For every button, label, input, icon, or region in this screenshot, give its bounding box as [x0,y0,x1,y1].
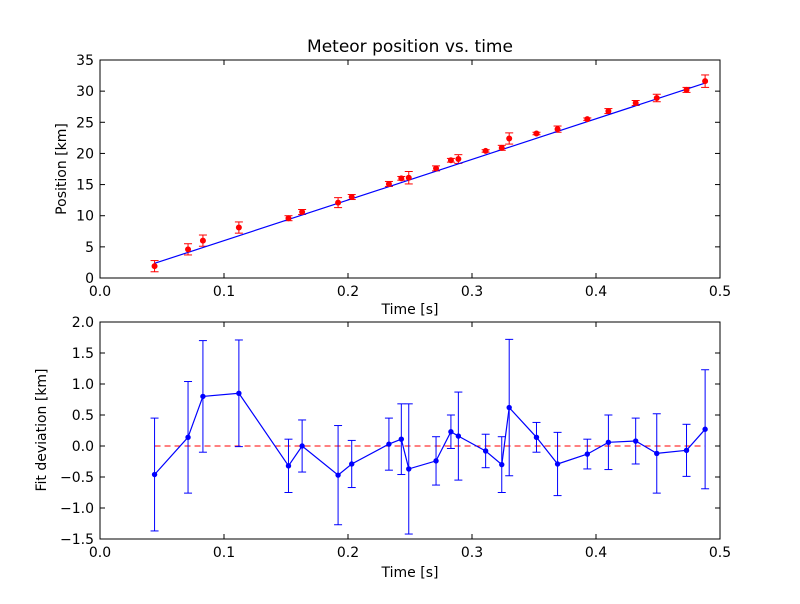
y-tick-label: 15 [76,178,94,194]
data-point [433,458,439,464]
x-tick-label: 0.5 [709,545,731,561]
plot-area: 0.0 0.1 0.2 0.3 0.4 0.5 0 5 10 15 20 25 30 35 [76,53,731,300]
y-tick-label: 20 [76,146,94,162]
data-point [498,144,505,151]
y-axis-label: Fit deviation [km] [34,368,50,491]
data-point [285,215,292,222]
y-tick-label: 2.0 [72,315,94,331]
y-tick-label: −0.5 [60,470,94,486]
data-point [335,472,341,478]
data-point [533,130,540,137]
x-axis-label: Time [s] [381,565,439,581]
data-point [236,390,242,396]
y-tick-label: 0.0 [72,439,94,455]
data-point [653,94,660,101]
data-point [448,429,454,435]
data-point [433,165,440,172]
y-tick-label: 35 [76,53,94,69]
plot-area: 0.0 0.1 0.2 0.3 0.4 0.5 −1.5 −1.0 −0.5 0.0 0.5 1.0 1… [60,315,731,561]
x-tick-label: 0.2 [337,545,359,561]
y-tick-label: 1.5 [72,346,94,362]
fit-line [154,82,706,264]
y-tick-label: −1.0 [60,501,94,517]
deviation-plot: Time [s] Fit deviation [km] 0.0 0.1 0.2 0.3… [34,315,731,581]
chart-title: Meteor position vs. time [307,37,513,57]
data-point [584,451,591,457]
data-point [554,126,561,133]
x-tick-label: 0.4 [585,284,607,300]
x-tick-label: 0.0 [89,545,111,561]
data-point [386,441,392,447]
y-tick-label: 0.5 [72,408,94,424]
data-point [683,86,690,93]
x-tick-label: 0.5 [709,284,731,300]
y-axis-label: Position [km] [54,123,70,215]
data-point [385,180,392,187]
x-axis-label: Time [s] [381,302,439,318]
data-point [185,246,192,253]
data-point [702,78,709,85]
y-tick-label: 5 [85,240,94,256]
data-point [632,99,639,106]
data-point [199,237,206,244]
y-tick-label: 0 [85,271,94,287]
data-point [398,175,405,182]
data-point [499,461,505,468]
data-point [348,194,355,201]
x-tick-label: 0.2 [337,284,359,300]
data-point [200,393,206,400]
data-point [447,157,454,164]
x-tick-label: 0.4 [585,545,607,561]
data-point [533,434,540,441]
data-point [299,208,306,215]
data-point [455,156,462,163]
data-point [584,116,591,123]
x-tick-label: 0.3 [461,284,483,300]
data-point [455,433,462,439]
y-tick-label: 1.0 [72,377,94,393]
data-point [683,447,690,454]
data-point [605,439,612,445]
data-point [605,108,612,115]
data-point [285,463,292,469]
x-tick-label: 0.0 [89,284,111,300]
data-point [506,135,513,142]
axes-frame [99,59,721,279]
data-point [151,263,158,270]
position-plot: Meteor position vs. time Time [s] Positi… [54,37,731,318]
y-tick-label: 30 [76,84,94,100]
data-point [632,438,639,444]
x-tick-label: 0.1 [213,545,235,561]
y-tick-label: −1.5 [60,532,94,548]
data-point [151,471,158,478]
data-point [349,461,355,467]
data-point [185,434,191,441]
data-point [702,426,708,432]
data-point [654,450,660,457]
data-point [235,224,242,231]
y-tick-label: 25 [76,115,94,131]
y-tick-label: 10 [76,209,94,225]
data-point [335,199,342,206]
data-point [482,448,489,454]
data-point [398,436,405,442]
data-point [506,404,512,411]
data-point [554,461,561,467]
data-point [405,174,412,181]
data-point [299,443,305,449]
data-point [406,466,412,472]
x-tick-label: 0.1 [213,284,235,300]
data-point [482,147,489,154]
axes-frame [99,321,721,540]
x-tick-label: 0.3 [461,545,483,561]
